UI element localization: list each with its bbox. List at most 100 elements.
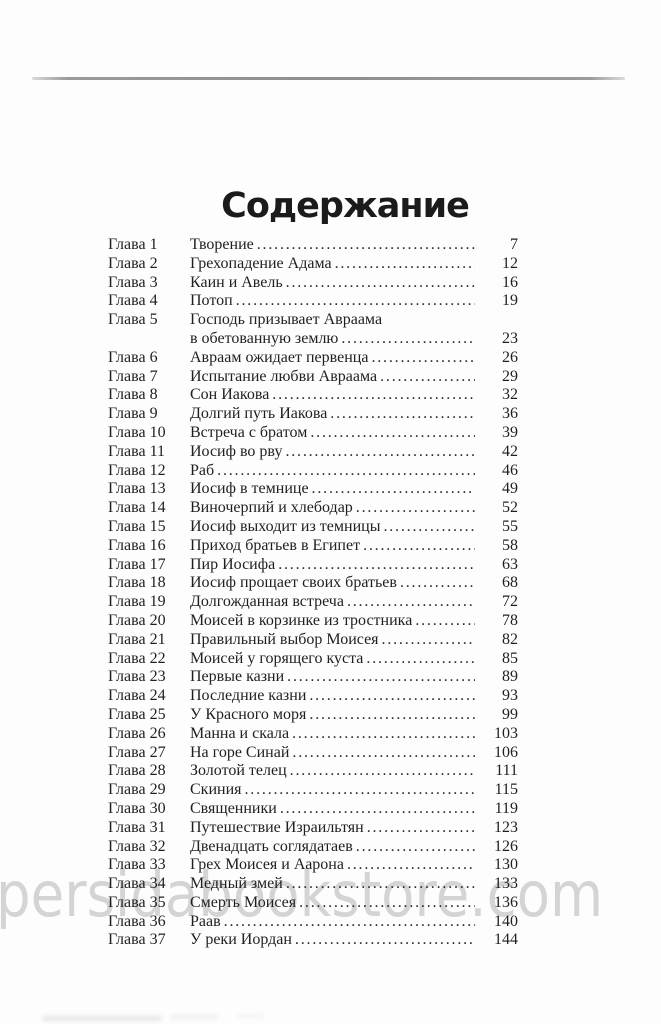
toc-row: Глава 19 Долгожданная встреча ..........… [108,593,518,612]
toc-row: Глава 26 Манна и скала .................… [108,725,518,744]
dot-leader: ........................................… [309,705,475,723]
entry-title: Иосиф выходит из темницы [190,517,381,535]
page-number: 136 [494,893,518,911]
entry-title: Сон Иакова [190,386,270,404]
toc-row: Глава 23 Первые казни ..................… [108,668,518,687]
page-number: 130 [494,856,518,874]
toc-row: Глава 30 Священники ....................… [108,800,518,819]
toc-row: Глава 36 Раав ..........................… [108,913,518,932]
toc-row: Глава 29 Скиния ........................… [108,781,518,800]
page-number: 126 [494,837,518,855]
dot-leader: ........................................… [217,461,475,479]
dot-leader: ........................................… [371,348,475,366]
chapter-label: Глава 27 [108,743,166,761]
entry-title: Золотой телец [190,762,287,780]
dot-leader: ........................................… [289,762,475,780]
page-number: 19 [502,292,518,310]
toc-row: Глава 34 Медный змей ...................… [108,875,518,894]
dot-leader: ........................................… [415,611,475,629]
page-number: 32 [502,386,518,404]
dot-leader: ........................................… [279,799,475,817]
chapter-label: Глава 3 [108,273,158,291]
entry-title: Долгий путь Иакова [190,405,328,423]
chapter-label: Глава 35 [108,893,166,911]
entry-title: Медный змей [190,875,283,893]
dot-leader: ........................................… [244,781,476,799]
page-number: 39 [502,423,518,441]
toc-row: Глава 37 У реки Иордан .................… [108,931,518,950]
entry-title: Последние казни [190,687,307,705]
dot-leader: ........................................… [299,893,475,911]
entry-title: Первые казни [190,668,285,686]
chapter-label: Глава 5 [108,311,158,329]
entry-title: Господь призывает Авраама [190,311,383,329]
page-number: 99 [502,705,518,723]
toc-row: Глава 25 У Красного моря ...............… [108,706,518,725]
dot-leader: ........................................… [383,517,475,535]
toc-list: Глава 1 Творение .......................… [108,236,518,950]
chapter-label: Глава 34 [108,875,166,893]
page-number: 46 [502,461,518,479]
toc-row: Глава 20 Моисей в корзинке из тростника … [108,612,518,631]
chapter-label: Глава 30 [108,799,166,817]
chapter-label: Глава 12 [108,461,166,479]
chapter-label: Глава 10 [108,423,166,441]
dot-leader: ........................................… [292,743,475,761]
toc-row: Глава 8 Сон Иакова .....................… [108,386,518,405]
toc-row: Глава 14 Виночерпий и хлебодар .........… [108,499,518,518]
entry-title: Священники [190,799,277,817]
entry-title: Испытание любви Авраама [190,367,378,385]
entry-title: Грехопадение Адама [190,254,332,272]
chapter-label: Глава 23 [108,668,166,686]
dot-leader: ........................................… [380,367,475,385]
dot-leader: ........................................… [341,329,475,347]
toc-row: Глава 21 Правильный выбор Моисея .......… [108,631,518,650]
entry-title: Моисей в корзинке из тростника [190,611,413,629]
toc-row: Глава 6 Авраам ожидает первенца ........… [108,349,518,368]
toc-row: Глава 16 Приход братьев в Египет .......… [108,537,518,556]
entry-title: Каин и Авель [190,273,283,291]
toc-row: Глава 33 Грех Моисея и Аарона ..........… [108,856,518,875]
chapter-label: Глава 9 [108,405,158,423]
toc-row: Глава 4 Потоп ..........................… [108,292,518,311]
dot-leader: ........................................… [334,254,475,272]
entry-title: Моисей у горящего куста [190,649,364,667]
page-number: 26 [502,348,518,366]
chapter-label: Глава 17 [108,555,166,573]
dot-leader: ........................................… [366,649,475,667]
toc-row: Глава 2 Грехопадение Адама .............… [108,255,518,274]
page-number: 72 [502,593,518,611]
page-number: 115 [494,781,518,799]
dot-leader: ........................................… [381,630,475,648]
toc-row: Глава 15 Иосиф выходит из темницы ......… [108,518,518,537]
page-number: 55 [502,517,518,535]
page-number: 42 [502,442,518,460]
entry-title: Раб [190,461,215,479]
dot-leader: ........................................… [346,856,475,874]
entry-title: Иосиф прощает своих братьев [190,574,397,592]
toc-row: Глава 11 Иосиф во рву ..................… [108,443,518,462]
entry-title: Иосиф во рву [190,442,283,460]
page-number: 119 [494,799,518,817]
chapter-label: Глава 20 [108,611,166,629]
page-number: 123 [494,818,518,836]
toc-row: Глава 10 Встреча с братом ..............… [108,424,518,443]
page-number: 52 [502,499,518,517]
toc-row: Глава 3 Каин и Авель ...................… [108,274,518,293]
entry-title: Двенадцать соглядатаев [190,837,353,855]
toc-row: Глава 35 Смерть Моисея .................… [108,894,518,913]
entry-title: Манна и скала [190,724,290,742]
chapter-label: Глава 25 [108,705,166,723]
page-number: 140 [494,912,518,930]
dot-leader: ........................................… [355,837,475,855]
entry-title: Авраам ожидает первенца [190,348,369,366]
page-number: 58 [502,536,518,554]
entry-title: Встреча с братом [190,423,308,441]
page-number: 144 [494,931,518,949]
entry-title: Иосиф в темнице [190,480,309,498]
toc-row: Глава 31 Путешествие Израильтян ........… [108,819,518,838]
chapter-label: Глава 28 [108,762,166,780]
page-number: 106 [494,743,518,761]
page-number: 93 [502,687,518,705]
toc-row: Глава 13 Иосиф в темнице ...............… [108,480,518,499]
